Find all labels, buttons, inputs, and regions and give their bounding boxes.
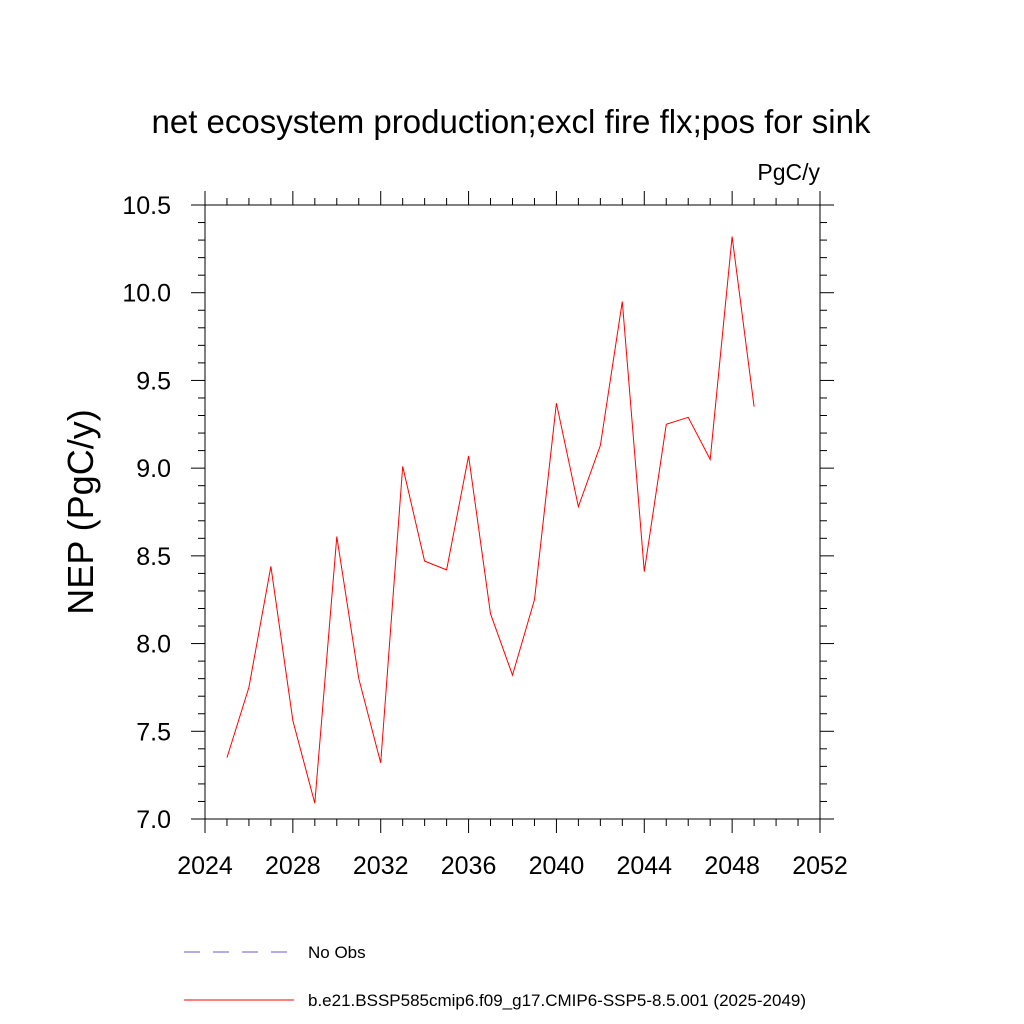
y-tick-label: 10.0: [122, 280, 171, 308]
x-tick-labels: 2024 2028 2032 2036 2040 2044 2048 2052: [177, 852, 848, 880]
x-tick-label: 2052: [792, 852, 848, 880]
y-tick-label: 10.5: [122, 192, 171, 220]
chart-units: PgC/y: [757, 159, 820, 185]
legend-label: b.e21.BSSP585cmip6.f09_g17.CMIP6-SSP5-8.…: [308, 991, 806, 1010]
chart-title: net ecosystem production;excl fire flx;p…: [152, 103, 871, 140]
y-tick-label: 9.5: [136, 367, 171, 395]
x-tick-label: 2036: [441, 852, 497, 880]
y-tick-label: 9.0: [136, 455, 171, 483]
y-axis-label: NEP (PgC/y): [60, 409, 101, 614]
x-tick-label: 2048: [704, 852, 760, 880]
x-tick-label: 2044: [616, 852, 672, 880]
axis-ticks: [191, 191, 834, 833]
x-tick-label: 2032: [353, 852, 409, 880]
series-group: [226, 236, 755, 804]
y-tick-label: 8.0: [136, 631, 171, 659]
y-tick-label: 7.5: [136, 718, 171, 746]
y-tick-labels: 7.0 7.5 8.0 8.5 9.0 9.5 10.0 10.5: [122, 192, 171, 834]
y-tick-label: 8.5: [136, 543, 171, 571]
legend: No Obs b.e21.BSSP585cmip6.f09_g17.CMIP6-S…: [184, 943, 806, 1010]
y-tick-label: 7.0: [136, 806, 171, 834]
x-tick-label: 2024: [177, 852, 233, 880]
x-tick-label: 2040: [529, 852, 585, 880]
plot-frame: [204, 204, 821, 820]
legend-label: No Obs: [308, 943, 366, 962]
series-line: [226, 236, 755, 804]
x-tick-label: 2028: [265, 852, 321, 880]
